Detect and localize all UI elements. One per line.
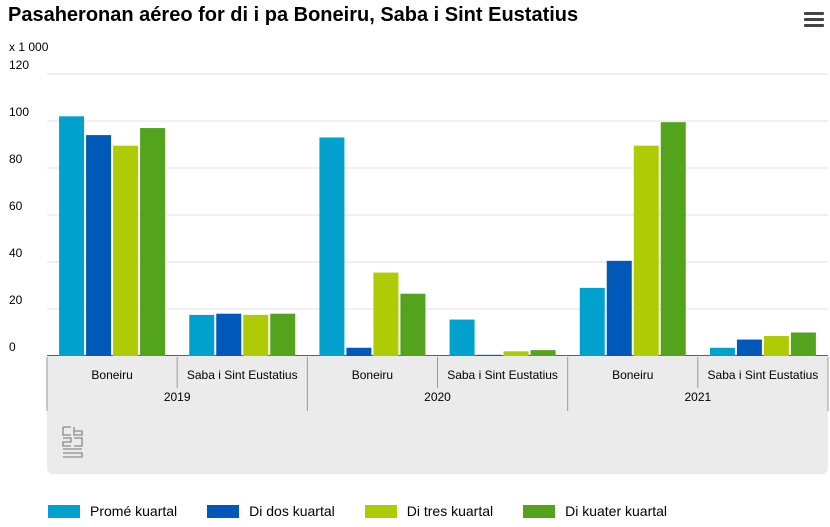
- legend-swatch: [523, 504, 556, 518]
- x-category-label: Boneiru: [352, 368, 393, 382]
- bar[interactable]: [530, 350, 556, 356]
- bar[interactable]: [189, 314, 215, 356]
- x-category-label: Saba i Sint Eustatius: [447, 368, 558, 382]
- chart-legend: Promé kuartal Di dos kuartal Di tres kuart…: [48, 500, 697, 522]
- x-category-label: Saba i Sint Eustatius: [187, 368, 298, 382]
- legend-label: Di kuater kuartal: [565, 503, 668, 519]
- x-category-label: Saba i Sint Eustatius: [708, 368, 819, 382]
- y-tick-label: 120: [9, 58, 29, 72]
- legend-item[interactable]: Di kuater kuartal: [523, 503, 667, 519]
- bar[interactable]: [113, 145, 139, 356]
- bar[interactable]: [790, 332, 816, 357]
- x-year-label: 2020: [424, 390, 451, 404]
- chart-title: Pasaheronan aéreo for di i pa Boneiru, S…: [8, 4, 579, 26]
- y-tick-label: 0: [9, 340, 16, 354]
- y-tick-label: 80: [9, 152, 23, 166]
- x-category-label: Boneiru: [612, 368, 653, 382]
- bar[interactable]: [243, 314, 269, 356]
- legend-swatch: [207, 504, 240, 518]
- bar[interactable]: [346, 347, 372, 356]
- y-tick-label: 20: [9, 293, 23, 307]
- x-year-label: 2019: [164, 390, 191, 404]
- hamburger-menu-icon[interactable]: [804, 12, 824, 28]
- bar[interactable]: [633, 145, 659, 356]
- bar[interactable]: [59, 116, 85, 356]
- y-axis-unit-label: x 1 000: [9, 40, 49, 54]
- bar[interactable]: [503, 351, 529, 356]
- bar[interactable]: [270, 313, 296, 356]
- legend-item[interactable]: Promé kuartal: [48, 503, 177, 519]
- legend-swatch: [48, 504, 80, 518]
- cbs-logo-icon: [62, 426, 83, 458]
- bar[interactable]: [660, 122, 686, 356]
- bar[interactable]: [373, 272, 399, 356]
- y-tick-label: 60: [9, 199, 23, 213]
- axis-category-panel: [47, 356, 828, 474]
- bar[interactable]: [216, 313, 242, 356]
- bar[interactable]: [763, 336, 789, 356]
- bar[interactable]: [579, 287, 605, 356]
- legend-label: Di dos kuartal: [249, 503, 335, 519]
- x-year-label: 2021: [684, 390, 711, 404]
- bar[interactable]: [606, 260, 632, 356]
- bar-chart: 0 20 40 60 80 100 120 Boneiru Saba i Sint Eustat…: [9, 58, 829, 474]
- legend-label: Di tres kuartal: [406, 503, 494, 519]
- legend-item[interactable]: Di dos kuartal: [207, 503, 335, 519]
- bar[interactable]: [449, 319, 475, 356]
- bar[interactable]: [736, 339, 762, 356]
- y-tick-label: 100: [9, 105, 29, 119]
- bar[interactable]: [709, 347, 735, 356]
- bar[interactable]: [319, 137, 345, 356]
- bar[interactable]: [140, 128, 166, 356]
- x-category-label: Boneiru: [91, 368, 132, 382]
- legend-swatch: [364, 504, 397, 518]
- bar[interactable]: [400, 293, 426, 356]
- bar[interactable]: [86, 135, 112, 356]
- legend-label: Promé kuartal: [90, 503, 178, 519]
- bar[interactable]: [476, 354, 502, 356]
- y-tick-label: 40: [9, 246, 23, 260]
- legend-item[interactable]: Di tres kuartal: [364, 503, 494, 519]
